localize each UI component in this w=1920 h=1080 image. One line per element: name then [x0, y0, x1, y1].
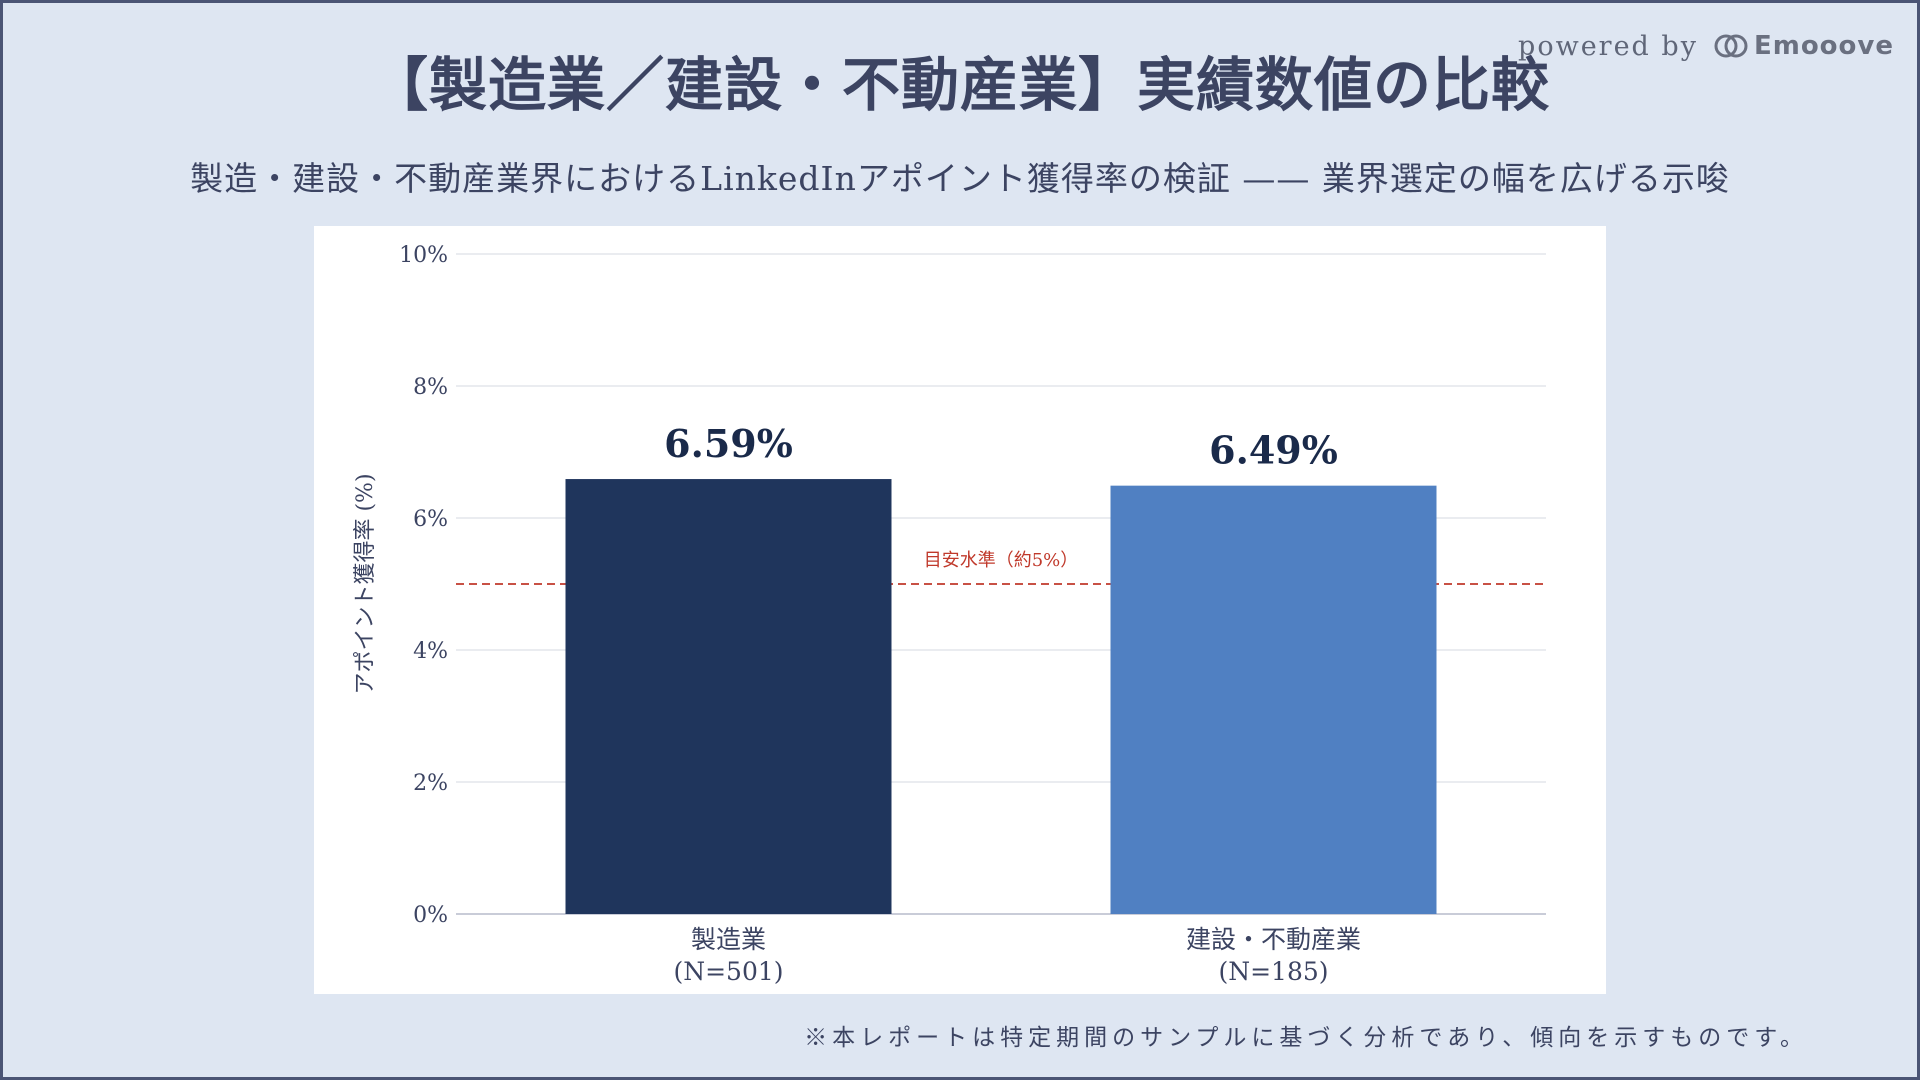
- reference-line-label: 目安水準（約5%）: [924, 550, 1079, 571]
- bar: [1110, 485, 1437, 914]
- y-tick-label: 8%: [413, 375, 448, 400]
- slide-title: 【製造業／建設・不動産業】実績数値の比較: [369, 51, 1550, 119]
- y-tick-label: 4%: [413, 639, 448, 664]
- powered-by-label: powered by: [1518, 30, 1698, 62]
- y-tick-label: 2%: [413, 771, 448, 796]
- bar: [565, 479, 892, 914]
- bar-value-label: 6.59%: [664, 421, 793, 466]
- y-tick-label: 0%: [413, 903, 448, 928]
- brand-logo: Emooove: [1714, 31, 1894, 61]
- bar-value-label: 6.49%: [1209, 428, 1338, 473]
- x-tick-label: (N=185): [1218, 957, 1328, 986]
- slide-subtitle: 製造・建設・不動産業界におけるLinkedInアポイント獲得率の検証 —— 業界…: [190, 159, 1730, 198]
- brand-badge: powered by Emooove: [1518, 26, 1894, 66]
- x-tick-label: 建設・不動産業: [1186, 925, 1361, 954]
- y-tick-label: 6%: [413, 507, 448, 532]
- y-axis-label: アポイント獲得率 (%): [353, 473, 378, 694]
- brand-name: Emooove: [1753, 31, 1894, 61]
- chart-panel: 0% 2% 4% 6% 8% 10% アポイント獲得率 (%) 6.59% 製造業 (N=501)…: [314, 226, 1606, 994]
- emooove-logo-icon: [1714, 34, 1748, 58]
- x-tick-label: 製造業: [691, 925, 766, 954]
- bar-chart: 0% 2% 4% 6% 8% 10% アポイント獲得率 (%) 6.59% 製造業 (N=501)…: [353, 243, 1546, 986]
- x-tick-label: (N=501): [673, 957, 783, 986]
- y-tick-label: 10%: [399, 243, 448, 268]
- footnote: ※本レポートは特定期間のサンプルに基づく分析であり、傾向を示すものです。: [804, 1025, 1808, 1051]
